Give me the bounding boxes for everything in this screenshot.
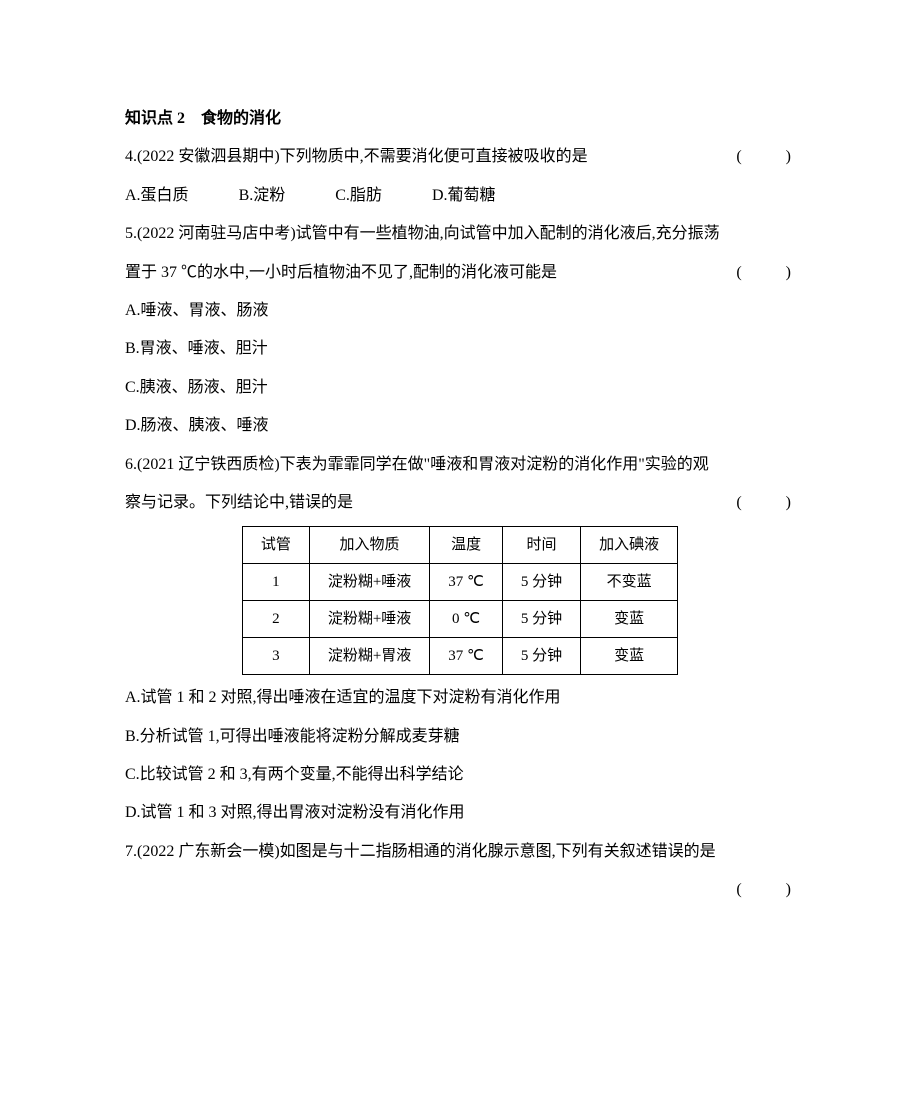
q4-option-d: D.葡萄糖 <box>432 177 496 215</box>
cell: 淀粉糊+唾液 <box>309 601 429 638</box>
th-temp: 温度 <box>430 527 503 564</box>
cell: 37 ℃ <box>430 564 503 601</box>
q7-stem: 7.(2022 广东新会一模)如图是与十二指肠相通的消化腺示意图,下列有关叙述错… <box>125 833 795 871</box>
th-tube: 试管 <box>242 527 309 564</box>
q6-stem-line2: 察与记录。下列结论中,错误的是 <box>125 494 353 511</box>
q5-option-c: C.胰液、肠液、胆汁 <box>125 369 795 407</box>
q6-table: 试管 加入物质 温度 时间 加入碘液 1 淀粉糊+唾液 37 ℃ 5 分钟 不变… <box>242 526 678 675</box>
q6-paren: ( ) <box>736 484 795 522</box>
cell: 37 ℃ <box>430 638 503 675</box>
question-5: 5.(2022 河南驻马店中考)试管中有一些植物油,向试管中加入配制的消化液后,… <box>125 215 795 445</box>
section-title: 知识点 2 食物的消化 <box>125 100 795 138</box>
question-7: 7.(2022 广东新会一模)如图是与十二指肠相通的消化腺示意图,下列有关叙述错… <box>125 833 795 871</box>
question-4: 4.(2022 安徽泗县期中)下列物质中,不需要消化便可直接被吸收的是 ( ) … <box>125 138 795 215</box>
cell: 变蓝 <box>581 601 678 638</box>
cell: 变蓝 <box>581 638 678 675</box>
table-header-row: 试管 加入物质 温度 时间 加入碘液 <box>242 527 677 564</box>
cell: 淀粉糊+唾液 <box>309 564 429 601</box>
q6-option-b: B.分析试管 1,可得出唾液能将淀粉分解成麦芽糖 <box>125 718 795 756</box>
cell: 0 ℃ <box>430 601 503 638</box>
cell: 淀粉糊+胃液 <box>309 638 429 675</box>
q7-paren: ( ) <box>736 871 795 909</box>
cell: 2 <box>242 601 309 638</box>
q5-option-a: A.唾液、胃液、肠液 <box>125 292 795 330</box>
cell: 5 分钟 <box>502 601 580 638</box>
cell: 3 <box>242 638 309 675</box>
question-6: 6.(2021 辽宁铁西质检)下表为霏霏同学在做"唾液和胃液对淀粉的消化作用"实… <box>125 446 795 833</box>
q6-stem-line1: 6.(2021 辽宁铁西质检)下表为霏霏同学在做"唾液和胃液对淀粉的消化作用"实… <box>125 446 795 484</box>
th-substance: 加入物质 <box>309 527 429 564</box>
q5-stem-line2: 置于 37 ℃的水中,一小时后植物油不见了,配制的消化液可能是 <box>125 264 557 281</box>
table-row: 1 淀粉糊+唾液 37 ℃ 5 分钟 不变蓝 <box>242 564 677 601</box>
q6-option-a: A.试管 1 和 2 对照,得出唾液在适宜的温度下对淀粉有消化作用 <box>125 679 795 717</box>
q5-stem-line1: 5.(2022 河南驻马店中考)试管中有一些植物油,向试管中加入配制的消化液后,… <box>125 215 795 253</box>
th-time: 时间 <box>502 527 580 564</box>
q5-option-d: D.肠液、胰液、唾液 <box>125 407 795 445</box>
cell: 不变蓝 <box>581 564 678 601</box>
th-iodine: 加入碘液 <box>581 527 678 564</box>
q4-option-b: B.淀粉 <box>239 177 286 215</box>
cell: 1 <box>242 564 309 601</box>
q4-stem: 4.(2022 安徽泗县期中)下列物质中,不需要消化便可直接被吸收的是 <box>125 148 588 165</box>
cell: 5 分钟 <box>502 564 580 601</box>
q4-paren: ( ) <box>736 138 795 176</box>
cell: 5 分钟 <box>502 638 580 675</box>
q6-option-c: C.比较试管 2 和 3,有两个变量,不能得出科学结论 <box>125 756 795 794</box>
q4-option-c: C.脂肪 <box>335 177 382 215</box>
table-row: 2 淀粉糊+唾液 0 ℃ 5 分钟 变蓝 <box>242 601 677 638</box>
table-row: 3 淀粉糊+胃液 37 ℃ 5 分钟 变蓝 <box>242 638 677 675</box>
q6-option-d: D.试管 1 和 3 对照,得出胃液对淀粉没有消化作用 <box>125 794 795 832</box>
q5-option-b: B.胃液、唾液、胆汁 <box>125 330 795 368</box>
q5-paren: ( ) <box>736 254 795 292</box>
q4-option-a: A.蛋白质 <box>125 177 189 215</box>
